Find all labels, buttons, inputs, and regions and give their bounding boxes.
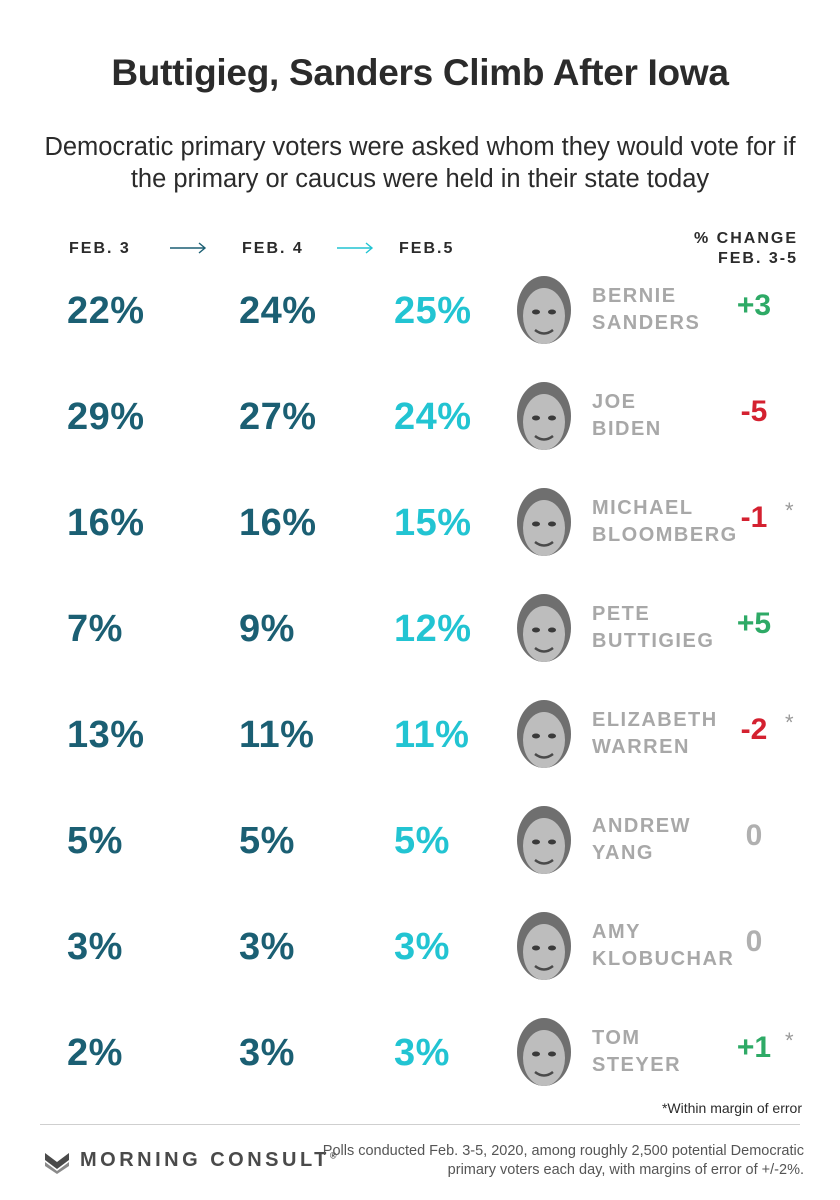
percent-change: +5 [736, 607, 772, 640]
margin-of-error-marker: * [785, 710, 794, 735]
brand-logo: MORNING CONSULT® [44, 1148, 337, 1176]
chart-subtitle: Democratic primary voters were asked who… [44, 133, 796, 193]
candidate-photo [517, 276, 571, 344]
value-feb5: 3% [394, 926, 450, 968]
value-feb5: 24% [394, 396, 472, 438]
table-row: 2% 3% 3% TOM STEYER +1 * [0, 1014, 840, 1120]
candidate-first-name: JOE [592, 391, 637, 413]
column-header-feb5: FEB.5 [399, 240, 455, 257]
percent-change: -5 [740, 395, 768, 428]
candidate-last-name: BIDEN [592, 418, 662, 440]
footnote: *Within margin of error [661, 1100, 802, 1116]
brand-name: MORNING CONSULT® [80, 1149, 337, 1171]
table-row: 29% 27% 24% JOE BIDEN -5 [0, 378, 840, 484]
table-row: 3% 3% 3% AMY KLOBUCHAR 0 [0, 908, 840, 1014]
candidate-name: MICHAEL BLOOMBERG [592, 495, 738, 549]
value-feb4: 9% [239, 608, 295, 650]
candidate-first-name: ELIZABETH [592, 709, 718, 731]
table-row: 16% 16% 15% MICHAEL BLOOMBERG -1 * [0, 484, 840, 590]
arrow-right-icon [337, 242, 374, 254]
value-feb5: 25% [394, 290, 472, 332]
candidate-name: JOE BIDEN [592, 389, 662, 443]
value-feb4: 11% [239, 714, 315, 756]
value-feb3: 13% [67, 714, 145, 756]
candidate-last-name: BUTTIGIEG [592, 630, 715, 652]
value-feb5: 12% [394, 608, 472, 650]
value-feb4: 3% [239, 1032, 295, 1074]
candidate-name: TOM STEYER [592, 1025, 681, 1079]
table-row: 7% 9% 12% PETE BUTTIGIEG +5 [0, 590, 840, 696]
value-feb5: 15% [394, 502, 472, 544]
value-feb3: 2% [67, 1032, 123, 1074]
percent-change: -2 [740, 713, 768, 746]
change-header-line1: % CHANGE [693, 230, 798, 247]
candidate-first-name: ANDREW [592, 815, 691, 837]
column-header-feb3: FEB. 3 [69, 240, 131, 257]
percent-change: 0 [745, 925, 763, 958]
candidate-last-name: YANG [592, 842, 654, 864]
value-feb4: 27% [239, 396, 317, 438]
margin-of-error-marker: * [785, 498, 794, 523]
value-feb5: 5% [394, 820, 450, 862]
value-feb3: 3% [67, 926, 123, 968]
table-row: 22% 24% 25% BERNIE SANDERS +3 [0, 272, 840, 378]
table-row: 5% 5% 5% ANDREW YANG 0 [0, 802, 840, 908]
candidate-last-name: STEYER [592, 1054, 682, 1076]
candidate-last-name: WARREN [592, 736, 690, 758]
candidate-first-name: AMY [592, 921, 641, 943]
value-feb4: 3% [239, 926, 295, 968]
arrow-right-icon [170, 242, 207, 254]
candidate-name: PETE BUTTIGIEG [592, 601, 714, 655]
methodology-note: Polls conducted Feb. 3-5, 2020, among ro… [322, 1143, 804, 1178]
candidate-photo [517, 700, 571, 768]
value-feb5: 11% [394, 714, 470, 756]
change-header-line2: FEB. 3-5 [717, 250, 798, 267]
value-feb3: 5% [67, 820, 123, 862]
candidate-photo [517, 912, 571, 980]
candidate-first-name: PETE [592, 603, 651, 625]
percent-change: -1 [740, 501, 768, 534]
value-feb5: 3% [394, 1032, 450, 1074]
percent-change: +1 [736, 1031, 772, 1064]
percent-change: 0 [745, 819, 763, 852]
value-feb3: 22% [67, 290, 145, 332]
candidate-photo [517, 806, 571, 874]
value-feb4: 5% [239, 820, 295, 862]
candidate-photo [517, 594, 571, 662]
candidate-photo [517, 1018, 571, 1086]
candidate-photo [517, 488, 571, 556]
candidate-name: ANDREW YANG [592, 813, 691, 867]
value-feb4: 16% [239, 502, 317, 544]
candidate-photo [517, 382, 571, 450]
column-header-feb4: FEB. 4 [242, 240, 304, 257]
candidate-first-name: BERNIE [592, 285, 677, 307]
candidate-first-name: MICHAEL [592, 497, 694, 519]
candidate-last-name: BLOOMBERG [592, 524, 738, 546]
chart-title: Buttigieg, Sanders Climb After Iowa [111, 52, 729, 93]
candidate-last-name: KLOBUCHAR [592, 948, 735, 970]
margin-of-error-marker: * [785, 1028, 794, 1053]
value-feb4: 24% [239, 290, 317, 332]
column-header-change: % CHANGE FEB. 3-5 [694, 229, 798, 269]
candidate-name: ELIZABETH WARREN [592, 707, 718, 761]
candidate-first-name: TOM [592, 1027, 641, 1049]
candidate-name: AMY KLOBUCHAR [592, 919, 734, 973]
value-feb3: 16% [67, 502, 145, 544]
footer-divider [40, 1124, 800, 1125]
candidate-last-name: SANDERS [592, 312, 701, 334]
value-feb3: 29% [67, 396, 145, 438]
morning-consult-logo-icon [45, 1153, 69, 1174]
candidate-name: BERNIE SANDERS [592, 283, 700, 337]
table-row: 13% 11% 11% ELIZABETH WARREN -2 * [0, 696, 840, 802]
value-feb3: 7% [67, 608, 123, 650]
percent-change: +3 [736, 289, 772, 322]
